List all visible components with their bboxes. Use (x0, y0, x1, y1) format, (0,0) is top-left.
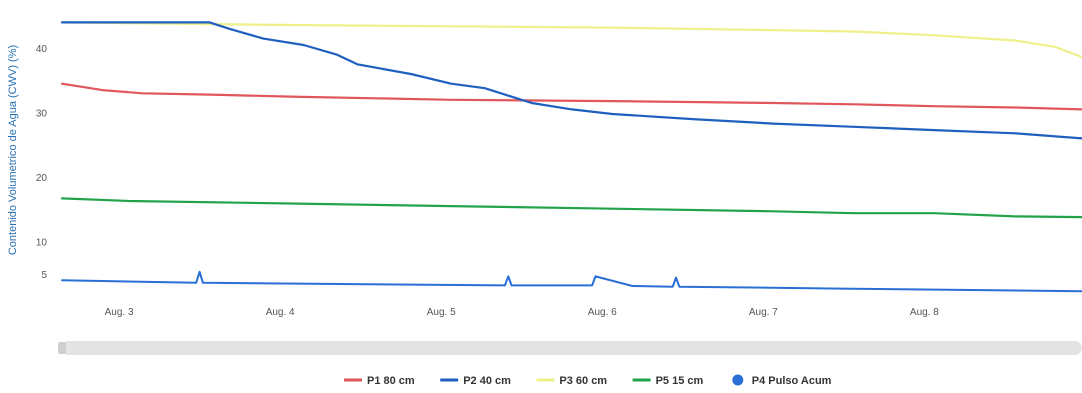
x-tick-label: Aug. 3 (105, 307, 134, 318)
series-line (60, 82, 1082, 111)
y-axis-ticks: 5 10 20 30 40 (36, 44, 48, 281)
y-tick-label: 10 (36, 238, 48, 249)
y-tick-label: 40 (36, 44, 48, 55)
series-line (61, 270, 1082, 293)
legend-item[interactable]: P3 60 cm (559, 375, 607, 387)
legend-marker (732, 374, 744, 386)
x-tick-label: Aug. 7 (749, 307, 778, 318)
series-line (60, 21, 1082, 59)
x-tick-label: Aug. 6 (588, 307, 617, 318)
x-axis-ticks: Aug. 3 Aug. 4 Aug. 5 Aug. 6 Aug. 7 Aug. 8 (105, 307, 940, 318)
x-tick-label: Aug. 4 (266, 307, 295, 318)
range-navigator[interactable] (58, 341, 1082, 355)
legend-item[interactable]: P2 40 cm (463, 375, 511, 387)
series-line (60, 21, 1082, 140)
series-layer (60, 21, 1082, 293)
y-axis-label: Contenido Volumetrico de Agua (CWV) (%) (7, 45, 19, 255)
y-tick-label: 20 (36, 173, 48, 184)
x-tick-label: Aug. 8 (910, 307, 939, 318)
x-tick-label: Aug. 5 (427, 307, 456, 318)
legend-item[interactable]: P4 Pulso Acum (752, 375, 832, 387)
y-tick-label: 30 (36, 109, 48, 120)
legend-item[interactable]: P1 80 cm (367, 375, 415, 387)
legend-item[interactable]: P5 15 cm (656, 375, 704, 387)
legend: P1 80 cm P2 40 cm P3 60 cm P5 15 cm P4 Pulso… (344, 374, 832, 387)
y-tick-label: 5 (41, 270, 47, 281)
series-line (60, 197, 1082, 219)
navigator-handle-left[interactable] (58, 342, 66, 354)
navigator-track[interactable] (62, 341, 1082, 355)
